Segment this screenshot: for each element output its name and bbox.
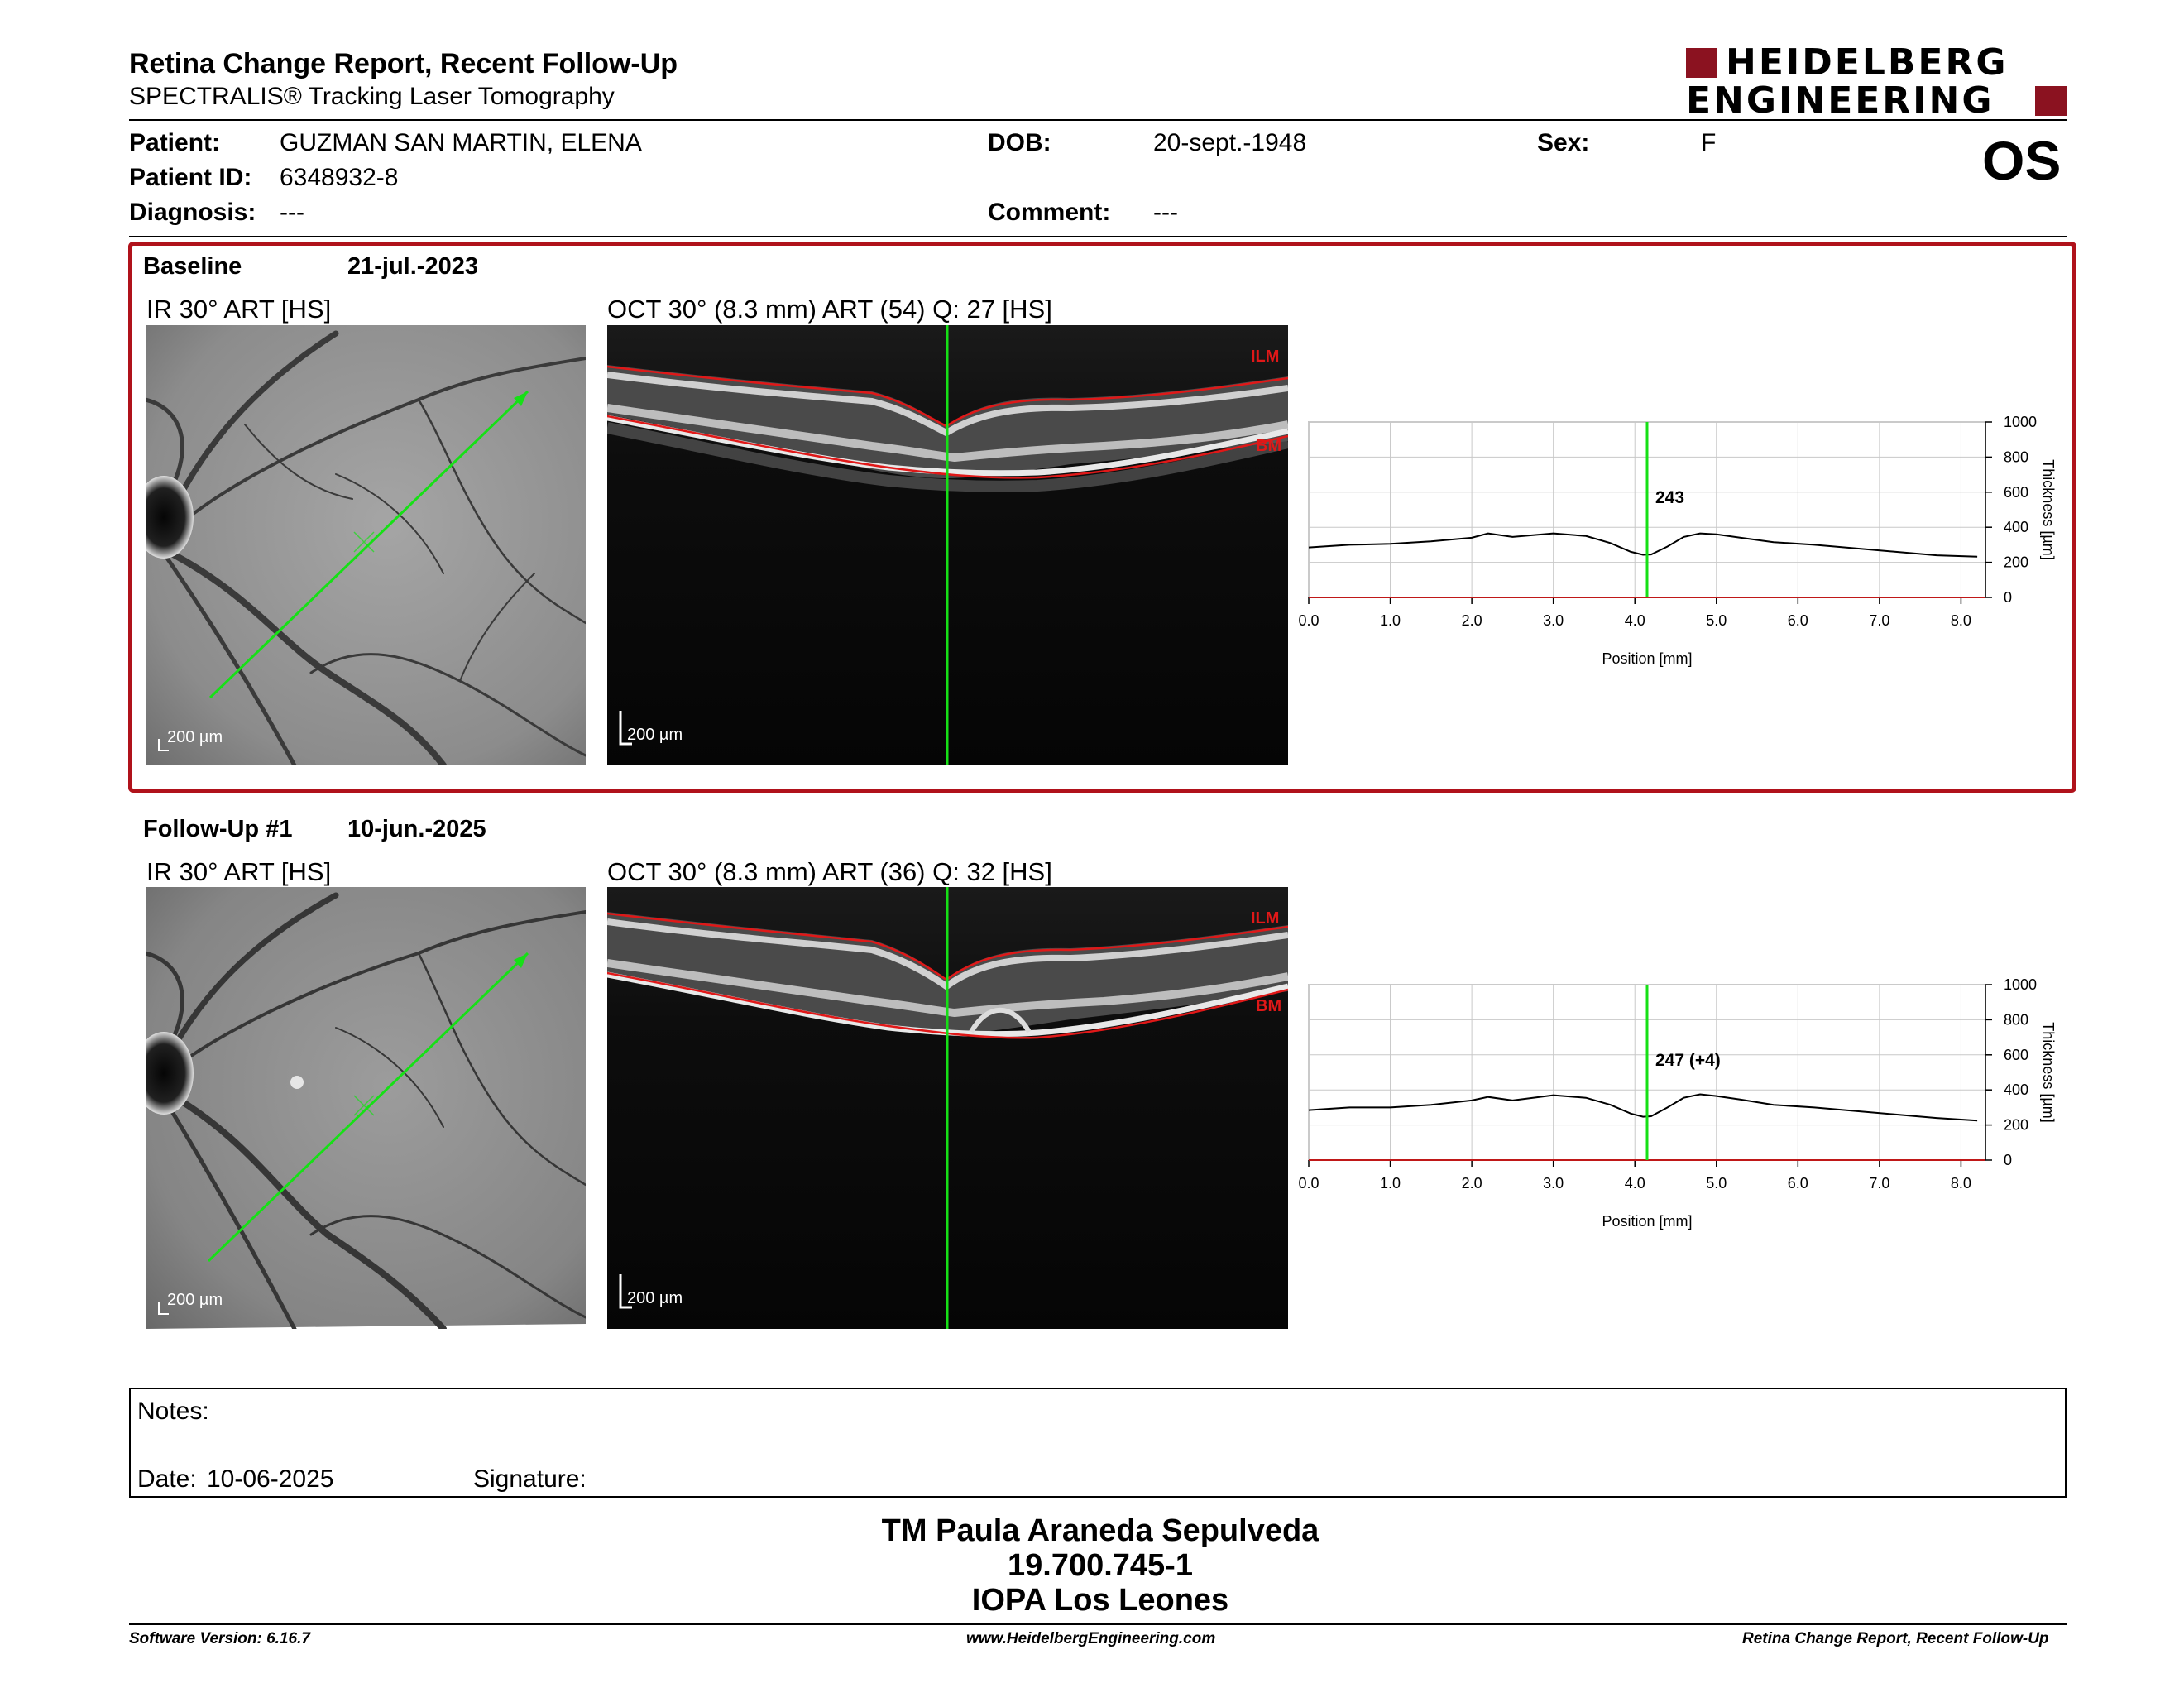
diagnosis-label: Diagnosis:: [129, 199, 256, 226]
logo-square-top: [1686, 48, 1717, 78]
footer-report-name: Retina Change Report, Recent Follow-Up: [1742, 1630, 2049, 1647]
baseline-date: 21-jul.-2023: [347, 253, 478, 280]
y-axis-label: Thickness [µm]: [2040, 1022, 2057, 1122]
baseline-ilm-label: ILM: [1251, 348, 1279, 366]
x-tick-label: 6.0: [1788, 612, 1808, 629]
logo-square-bottom: [2035, 86, 2067, 116]
y-tick-label: 200: [2004, 554, 2028, 571]
x-tick-label: 7.0: [1869, 612, 1889, 629]
comment-value: ---: [1153, 199, 1178, 226]
y-tick-label: 1000: [2004, 976, 2037, 993]
followup-oct-svg: ILM BM: [607, 887, 1288, 1329]
logo-line-1: HEIDELBERG: [1726, 41, 2009, 84]
x-tick-label: 8.0: [1951, 612, 1971, 629]
x-tick-label: 4.0: [1625, 1175, 1645, 1192]
x-tick-label: 1.0: [1380, 612, 1401, 629]
baseline-frame: [128, 242, 2076, 793]
baseline-label: Baseline: [143, 253, 242, 280]
comment-label: Comment:: [988, 199, 1111, 226]
patient-id: 6348932-8: [280, 164, 399, 191]
followup-thickness-chart: 0.0 1.0 2.0 3.0 4.0 5.0 6.0 7.0 8.0 1000 800 600 400…: [1298, 976, 2057, 1230]
footer-institution: IOPA Los Leones: [971, 1582, 1229, 1618]
followup-ir-label: IR 30° ART [HS]: [146, 857, 332, 886]
x-tick-label: 0.0: [1298, 612, 1319, 629]
cursor-thickness-label: 243: [1655, 488, 1684, 507]
y-tick-label: 400: [2004, 519, 2028, 535]
notes-label: Notes:: [137, 1398, 209, 1425]
patient-label: Patient:: [129, 129, 221, 156]
footer-name: TM Paula Araneda Sepulveda: [881, 1513, 1320, 1548]
x-tick-label: 3.0: [1543, 612, 1564, 629]
website-link[interactable]: www.HeidelbergEngineering.com: [966, 1630, 1216, 1647]
dob-value: 20-sept.-1948: [1153, 129, 1307, 156]
patient-id-label: Patient ID:: [129, 164, 252, 191]
y-tick-label: 800: [2004, 1011, 2028, 1028]
followup-oct-image: ILM BM 200 µm: [607, 887, 1288, 1329]
report-title: Retina Change Report, Recent Follow-Up: [129, 48, 678, 79]
software-version: Software Version: 6.16.7: [129, 1630, 310, 1647]
x-tick-label: 1.0: [1380, 1175, 1401, 1192]
footer-rut: 19.700.745-1: [1008, 1547, 1193, 1583]
x-axis-label: Position [mm]: [1602, 1213, 1692, 1230]
x-axis-label: Position [mm]: [1602, 650, 1692, 667]
y-axis-label: Thickness [µm]: [2040, 459, 2057, 559]
x-tick-label: 6.0: [1788, 1175, 1808, 1192]
y-tick-label: 0: [2004, 1152, 2012, 1168]
sex-label: Sex:: [1537, 129, 1590, 156]
sex-value: F: [1701, 129, 1717, 156]
x-tick-label: 7.0: [1869, 1175, 1889, 1192]
patient-name: GUZMAN SAN MARTIN, ELENA: [280, 129, 642, 156]
y-tick-label: 600: [2004, 484, 2028, 501]
x-tick-label: 4.0: [1625, 612, 1645, 629]
baseline-oct-svg: ILM BM: [607, 325, 1288, 765]
logo-line-2: ENGINEERING: [1686, 79, 1995, 122]
y-tick-label: 400: [2004, 1081, 2028, 1098]
y-tick-label: 200: [2004, 1117, 2028, 1134]
x-tick-label: 2.0: [1462, 1175, 1482, 1192]
x-tick-label: 3.0: [1543, 1175, 1564, 1192]
baseline-oct-scale: 200 µm: [627, 726, 683, 744]
baseline-bm-label: BM: [1256, 437, 1281, 455]
dob-label: DOB:: [988, 129, 1051, 156]
followup-date: 10-jun.-2025: [347, 816, 486, 842]
notes-box: Notes: Date: 10-06-2025 Signature:: [129, 1388, 2067, 1498]
x-tick-label: 5.0: [1706, 1175, 1727, 1192]
x-tick-label: 8.0: [1951, 1175, 1971, 1192]
signature-label: Signature:: [473, 1465, 587, 1493]
followup-ir-scale: 200 µm: [167, 1291, 223, 1309]
y-tick-label: 1000: [2004, 414, 2037, 430]
heidelberg-logo: HEIDELBERG ENGINEERING: [1686, 45, 2067, 119]
followup-ir-image: 200 µm: [146, 887, 586, 1329]
notes-date-label: Date:: [137, 1465, 197, 1493]
baseline-oct-image: ILM BM 200 µm: [607, 325, 1288, 765]
baseline-oct-label: OCT 30° (8.3 mm) ART (54) Q: 27 [HS]: [607, 295, 1052, 324]
y-tick-label: 800: [2004, 448, 2028, 465]
notes-date: 10-06-2025: [207, 1465, 334, 1493]
cursor-thickness-label: 247 (+4): [1655, 1051, 1721, 1070]
y-tick-label: 0: [2004, 589, 2012, 606]
eye-indicator: OS: [1982, 130, 2062, 191]
baseline-ir-image: 200 µm: [146, 325, 586, 765]
followup-label: Follow-Up #1: [143, 816, 293, 842]
followup-ilm-label: ILM: [1251, 909, 1279, 928]
baseline-ir-scale: 200 µm: [167, 728, 223, 746]
report-subtitle: SPECTRALIS® Tracking Laser Tomography: [129, 83, 615, 110]
x-tick-label: 5.0: [1706, 612, 1727, 629]
x-tick-label: 0.0: [1298, 1175, 1319, 1192]
y-tick-label: 600: [2004, 1047, 2028, 1063]
diagnosis-value: ---: [280, 199, 304, 226]
x-tick-label: 2.0: [1462, 612, 1482, 629]
followup-oct-label: OCT 30° (8.3 mm) ART (36) Q: 32 [HS]: [607, 857, 1052, 886]
baseline-fundus-svg: [146, 325, 586, 765]
baseline-thickness-chart: 0.0 1.0 2.0 3.0 4.0 5.0 6.0 7.0 8.0 1000 800 600 400…: [1298, 414, 2057, 667]
baseline-ir-label: IR 30° ART [HS]: [146, 295, 332, 324]
footer-signature-block: TM Paula Araneda Sepulveda 19.700.745-1 …: [678, 1513, 1522, 1618]
followup-oct-scale: 200 µm: [627, 1289, 683, 1307]
followup-fundus-svg: [146, 887, 586, 1329]
followup-bm-label: BM: [1256, 997, 1281, 1015]
